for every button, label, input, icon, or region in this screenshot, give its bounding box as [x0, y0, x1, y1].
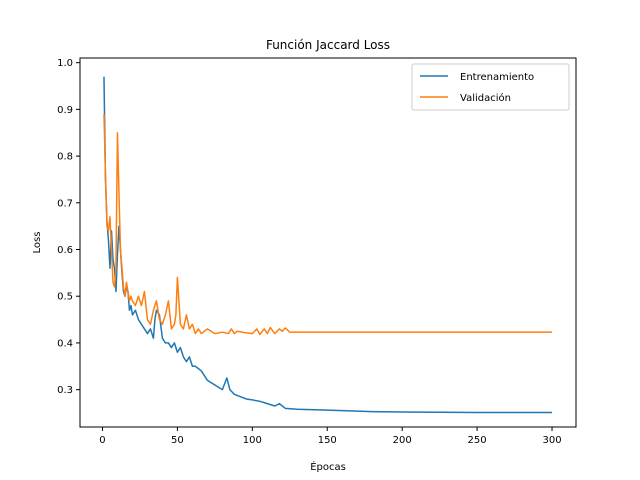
y-tick-label: 0.7	[57, 198, 73, 209]
y-tick-label: 0.3	[57, 385, 73, 396]
y-axis-label: Loss	[32, 232, 43, 254]
y-tick-label: 0.8	[57, 152, 73, 163]
legend: Entrenamiento Validación	[411, 63, 570, 111]
series-line-validacion	[103, 114, 553, 336]
x-tick-label: 50	[171, 435, 184, 446]
y-tick-label: 0.9	[57, 105, 73, 116]
y-tick-label: 0.6	[57, 245, 73, 256]
x-tick-label: 0	[99, 435, 105, 446]
legend-label-validacion: Validación	[460, 92, 511, 104]
chart-title: Función Jaccard Loss	[266, 38, 390, 52]
series-lines	[103, 76, 553, 414]
y-tick-label: 1.0	[57, 58, 73, 69]
series-line-entrenamiento	[103, 76, 553, 414]
x-tick-label: 250	[468, 435, 487, 446]
x-tick-label: 100	[243, 435, 262, 446]
y-axis: 0.3 0.4 0.5 0.6 0.7 0.8 0.9 1.0	[57, 58, 80, 396]
y-tick-label: 0.5	[57, 292, 73, 303]
legend-box	[411, 63, 570, 111]
x-tick-label: 150	[318, 435, 337, 446]
plot-frame	[79, 57, 577, 428]
x-tick-label: 300	[542, 435, 561, 446]
y-tick-label: 0.4	[57, 338, 73, 349]
legend-label-entrenamiento: Entrenamiento	[460, 72, 534, 83]
x-axis: 0 50 100 150 200 250 300	[99, 427, 562, 446]
x-tick-label: 200	[393, 435, 412, 446]
x-axis-label: Épocas	[310, 460, 346, 473]
